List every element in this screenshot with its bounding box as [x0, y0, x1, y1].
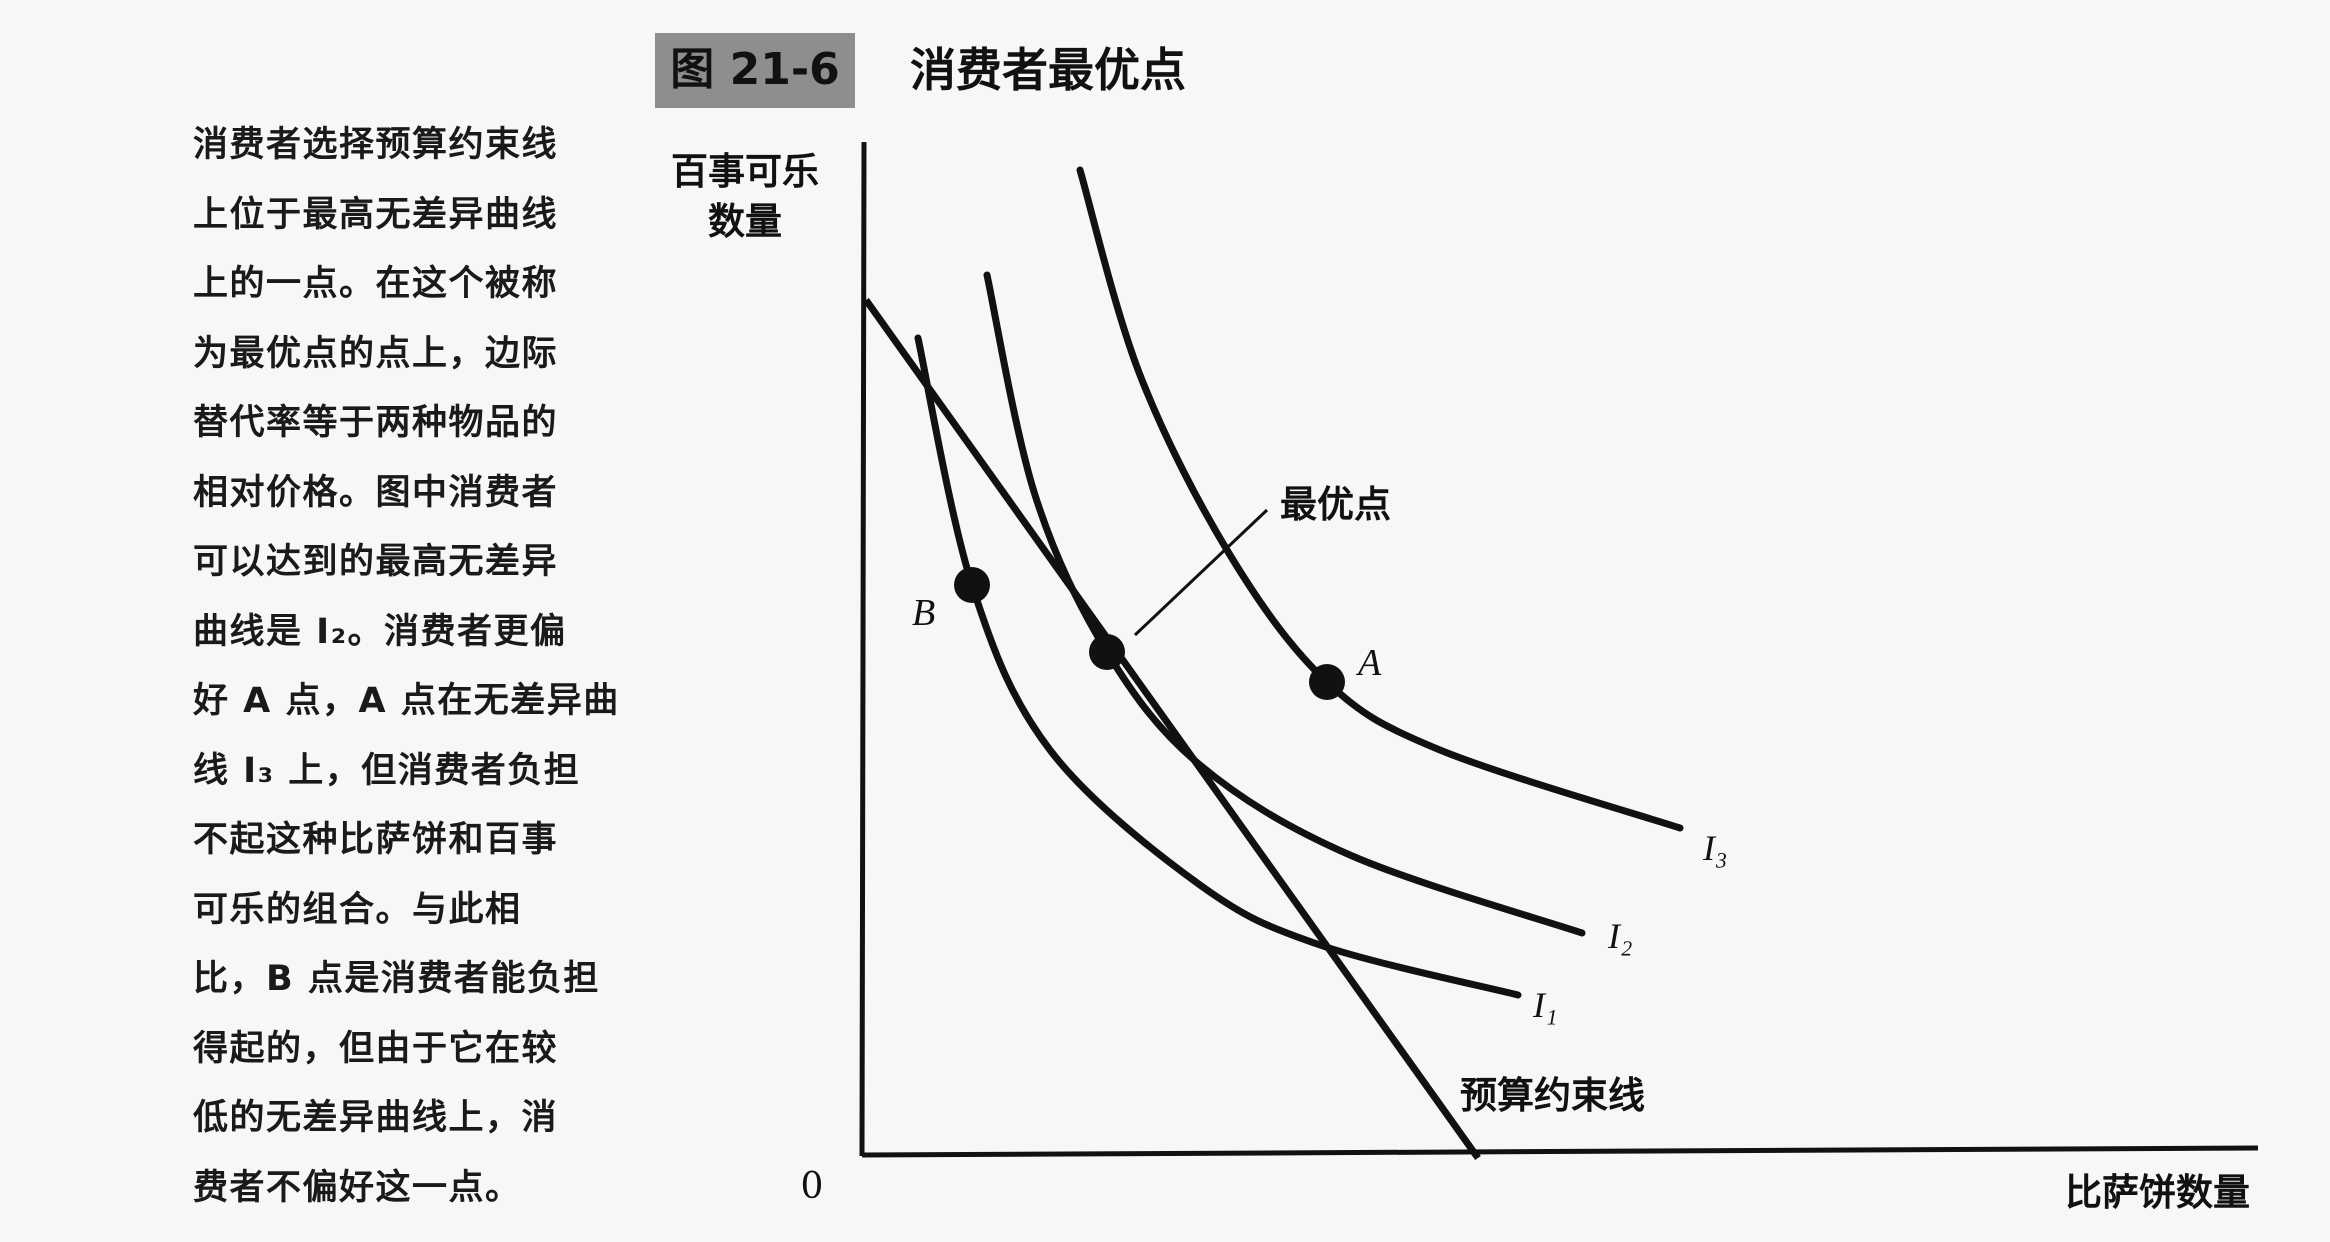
- caption-line: 得起的，但由于它在较: [193, 1028, 559, 1069]
- caption-line: 比，B 点是消费者能负担: [193, 959, 600, 999]
- indifference-curve: [983, 271, 1586, 937]
- budget-line: [863, 297, 1481, 1161]
- curve-label: I₃: [1702, 828, 1728, 868]
- y-axis-label: 数量: [708, 200, 782, 243]
- figure-number: 图 21-6: [670, 44, 839, 95]
- caption-line: 低的无差异曲线上，消: [193, 1098, 559, 1138]
- point-a: [1309, 664, 1345, 700]
- caption-line: 不起这种比萨饼和百事: [193, 820, 559, 860]
- point-b: [954, 567, 990, 603]
- x-axis-label: 比萨饼数量: [2065, 1171, 2250, 1214]
- optimum-label: 最优点: [1280, 483, 1391, 526]
- optimum-point: [1089, 634, 1125, 670]
- caption-line: 相对价格。图中消费者: [193, 472, 559, 513]
- y-axis-label: 百事可乐: [671, 150, 819, 193]
- leader-line: [1133, 508, 1269, 637]
- caption-line: 上位于最高无差异曲线: [193, 194, 559, 235]
- point-b-label: B: [912, 592, 935, 634]
- caption-line: 好 A 点，A 点在无差异曲: [193, 681, 620, 721]
- budget-line-label: 预算约束线: [1460, 1074, 1645, 1117]
- caption-line: 可乐的组合。与此相: [193, 889, 522, 930]
- y-axis: [859, 141, 867, 1157]
- figure-title: 消费者最优点: [910, 43, 1186, 97]
- caption-line: 为最优点的点上，边际: [193, 333, 559, 374]
- caption-line: 曲线是 I₂。消费者更偏: [193, 611, 567, 652]
- curve-label: I₁: [1532, 985, 1558, 1025]
- indifference-curve: [1076, 166, 1684, 832]
- caption-line: 可以达到的最高无差异: [193, 542, 559, 582]
- point-a-label: A: [1355, 642, 1382, 684]
- origin-label: 0: [801, 1166, 824, 1207]
- caption-line: 消费者选择预算约束线: [193, 125, 559, 165]
- curve-label: I₂: [1607, 916, 1633, 956]
- figure-number-box: [655, 33, 855, 108]
- caption-line: 上的一点。在这个被称: [193, 264, 559, 304]
- caption-line: 费者不偏好这一点。: [193, 1167, 522, 1208]
- caption-line: 替代率等于两种物品的: [193, 403, 559, 443]
- indifference-curve: [914, 334, 1522, 999]
- x-axis: [861, 1145, 2259, 1158]
- caption-line: 线 I₃ 上，但消费者负担: [193, 750, 581, 791]
